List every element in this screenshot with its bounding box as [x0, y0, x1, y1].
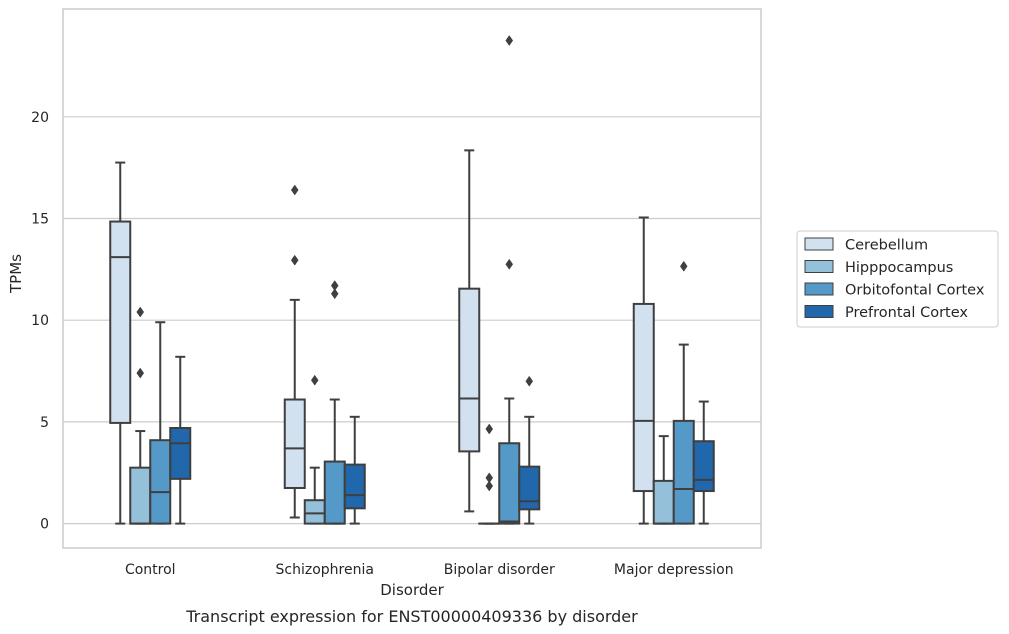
box-2-0	[458, 149, 481, 513]
box-2-3	[518, 375, 541, 525]
box-0-0	[109, 161, 132, 525]
outlier-point	[485, 472, 494, 484]
iqr-box	[498, 442, 521, 525]
box-1-3	[343, 415, 366, 525]
outlier-point	[330, 288, 339, 300]
x-tick-label: Major depression	[614, 562, 734, 578]
box-0-2	[149, 321, 172, 525]
y-tick-label: 20	[31, 110, 49, 126]
x-axis-ticks: Control Schizophrenia Bipolar disorder Majo…	[125, 562, 734, 578]
y-axis-label: TPMs	[7, 254, 25, 294]
outlier-point	[525, 375, 534, 387]
y-tick-label: 0	[40, 517, 49, 533]
legend-label: Cerebellum	[845, 238, 928, 254]
plot-boxes	[109, 35, 715, 525]
legend-swatch	[804, 237, 834, 251]
box-2-2	[498, 35, 521, 525]
box-3-0	[632, 216, 655, 525]
box-2-1	[478, 423, 501, 525]
iqr-box	[458, 287, 481, 453]
legend-swatch	[804, 260, 834, 273]
outlier-point	[290, 254, 299, 266]
legend-swatch	[804, 282, 834, 296]
iqr-box	[632, 302, 655, 493]
outlier-point	[505, 35, 514, 46]
y-tick-label: 5	[40, 415, 49, 431]
y-tick-label: 10	[31, 313, 49, 329]
iqr-box	[169, 426, 192, 480]
box-1-1	[303, 374, 326, 525]
outlier-point	[679, 260, 688, 272]
chart-caption: Transcript expression for ENST0000040933…	[185, 607, 638, 626]
box-3-3	[692, 400, 715, 525]
iqr-box	[149, 439, 172, 525]
outlier-point	[330, 280, 339, 292]
outlier-point	[136, 367, 145, 379]
legend-label: Prefrontal Cortex	[845, 305, 968, 321]
legend: Cerebellum Hipppocampus Orbitofontal Corte…	[796, 230, 999, 328]
iqr-box	[672, 419, 695, 525]
outlier-point	[136, 306, 145, 318]
iqr-box	[652, 479, 675, 525]
outlier-point	[290, 184, 299, 196]
x-axis-label: Disorder	[380, 581, 444, 599]
box-0-3	[169, 355, 192, 525]
outlier-point	[485, 423, 494, 435]
legend-frame	[796, 230, 999, 328]
legend-label: Orbitofontal Cortex	[845, 283, 985, 299]
outlier-point	[505, 258, 514, 270]
iqr-box	[692, 440, 715, 493]
y-tick-label: 15	[31, 211, 49, 227]
box-1-2	[323, 280, 346, 525]
outlier-point	[485, 480, 494, 492]
legend-swatch	[804, 305, 834, 318]
plot-frame	[62, 8, 762, 549]
box-3-1	[652, 435, 675, 525]
y-axis-ticks: 0 5 10 15 20	[31, 110, 49, 533]
iqr-box	[303, 499, 326, 525]
outlier-point	[310, 374, 319, 386]
box-0-1	[129, 306, 152, 525]
iqr-box	[518, 465, 541, 511]
iqr-box	[323, 460, 346, 525]
iqr-box	[109, 220, 132, 424]
x-tick-label: Schizophrenia	[276, 562, 374, 578]
iqr-box	[343, 463, 366, 510]
box-3-2	[672, 260, 695, 525]
box-1-0	[283, 184, 306, 519]
iqr-box	[283, 398, 306, 489]
x-tick-label: Bipolar disorder	[444, 562, 555, 578]
iqr-box	[129, 466, 152, 525]
x-tick-label: Control	[125, 562, 176, 578]
legend-label: Hipppocampus	[845, 260, 953, 276]
